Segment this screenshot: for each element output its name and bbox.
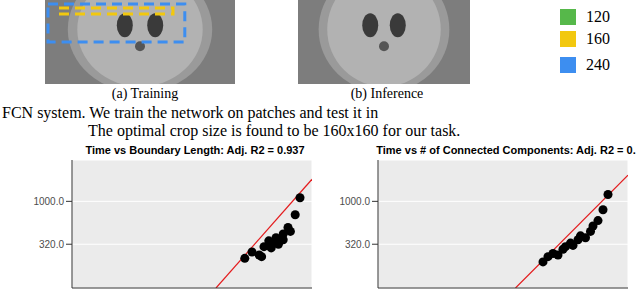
html-text:120: 120 — [586, 8, 610, 25]
html-text:240: 240 — [586, 56, 610, 73]
svg-text:1000.0: 1000.0 — [339, 196, 370, 207]
html-text:(b) Inference: (b) Inference — [350, 86, 424, 101]
svg-text:1000.0: 1000.0 — [33, 196, 64, 207]
svg-text:320.0: 320.0 — [39, 239, 64, 250]
html-text:FCN system. We train the netwo: FCN system. We train the network on patc… — [2, 104, 379, 121]
html-text:Time vs # of Connected Compone: Time vs # of Connected Components: Adj. … — [376, 144, 636, 156]
svg-text:320.0: 320.0 — [345, 239, 370, 250]
html-text:160: 160 — [586, 30, 610, 47]
html-text:The optimal crop size is found: The optimal crop size is found to be 160… — [88, 122, 461, 139]
html-text:Time vs Boundary Length: Adj.: Time vs Boundary Length: Adj. R2 = 0.937 — [85, 144, 305, 156]
html-text:(a) Training: (a) Training — [111, 86, 179, 101]
